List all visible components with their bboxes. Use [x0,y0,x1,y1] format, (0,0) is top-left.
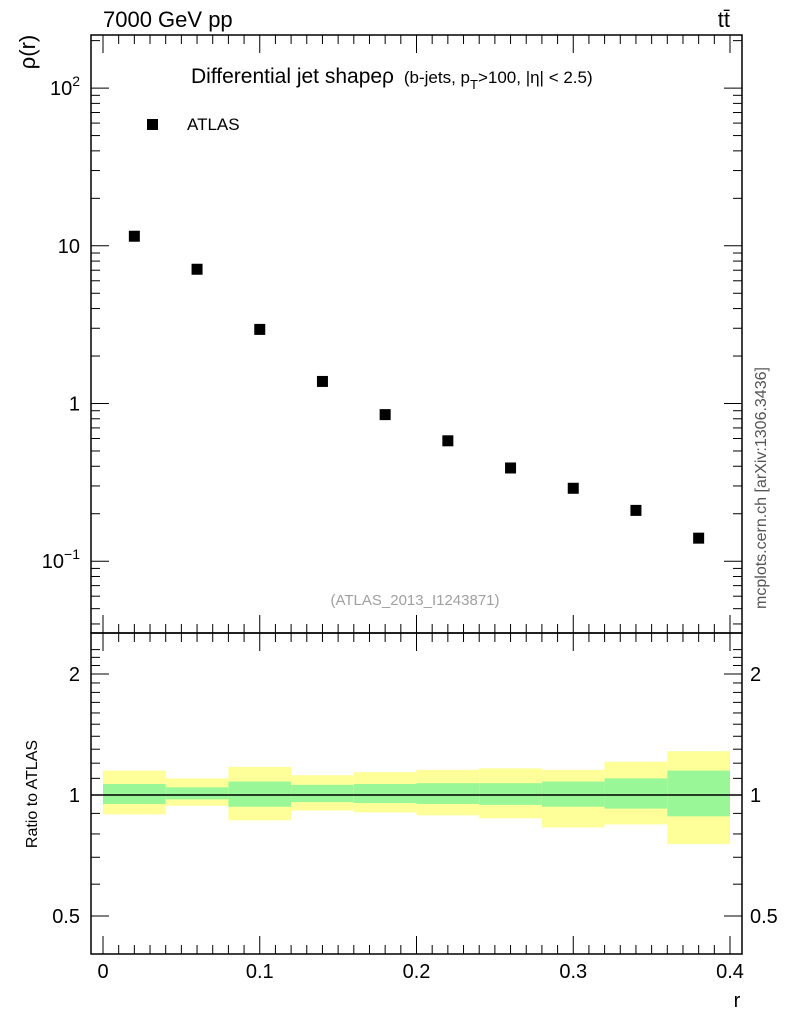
stat-uncertainty-band [667,770,730,817]
main-y-axis-label: ρ(r) [15,35,40,70]
chart-title-detail-a: (b-jets, p [404,68,470,87]
chart-title-detail-b: >100, |η| < 2.5) [478,68,593,87]
stat-uncertainty-band [291,784,354,803]
ratio-y-tick-label-right: 2 [750,664,761,686]
x-tick-label: 0.3 [559,961,587,983]
analysis-watermark: (ATLAS_2013_I1243871) [330,592,499,609]
stat-uncertainty-band [353,784,417,804]
ratio-axis-ticks [91,633,742,954]
stat-uncertainty-band [165,787,229,800]
ratio-y-tick-label-right: 0.5 [750,906,778,928]
data-point [128,230,140,242]
chart-title-detail-sub: T [470,77,478,92]
chart-title: Differential jet shapeρ (b-jets, pT>100,… [191,65,593,92]
x-axis-label: r [734,990,741,1012]
main-y-tick-label: 10−1 [42,546,80,573]
stat-uncertainty-band [479,783,542,805]
stat-uncertainty-band [541,781,605,807]
ratio-y-tick-labels: 0.5 0.5 1 1 2 2 [52,664,778,928]
data-point [191,263,203,275]
stat-uncertainty-band [604,778,668,809]
data-point [379,409,391,421]
stat-uncertainty-band [416,783,480,804]
x-tick-label: 0.2 [403,961,431,983]
atlas-data-points [128,230,705,544]
chart-title-main: Differential jet shapeρ [191,65,394,88]
legend-marker [147,119,158,130]
legend-label-atlas: ATLAS [187,115,240,134]
ratio-y-tick-label-left: 2 [69,664,80,686]
stat-uncertainty-band [228,781,292,807]
x-tick-label: 0.1 [246,961,274,983]
ratio-y-tick-label-right: 1 [750,785,761,807]
data-point [254,323,266,335]
ratio-uncertainty-bands [103,751,730,845]
stat-uncertainty-band [103,784,166,804]
main-y-tick-label: 1 [69,394,80,416]
x-tick-label: 0 [97,961,108,983]
header-process-label: tt̄ [718,7,730,32]
x-tick-labels: 0 0.1 0.2 0.3 0.4 [97,961,743,983]
data-point [567,482,579,494]
data-point [505,462,517,474]
data-point [693,532,705,544]
main-axis-ticks [91,35,742,633]
ratio-y-tick-label-left: 0.5 [52,906,80,928]
main-y-tick-label: 102 [50,73,80,100]
header-energy-label: 7000 GeV pp [103,7,233,32]
mcplots-source-label: mcplots.cern.ch [arXiv:1306.3436] [753,367,770,609]
data-point [316,375,328,387]
data-point [442,435,454,447]
main-y-tick-label: 10 [58,236,80,258]
main-y-tick-labels: 102 10 1 10−1 [42,73,80,573]
x-tick-label: 0.4 [716,961,744,983]
data-point [630,504,642,516]
ratio-y-tick-label-left: 1 [69,785,80,807]
ratio-y-axis-label: Ratio to ATLAS [24,740,41,848]
